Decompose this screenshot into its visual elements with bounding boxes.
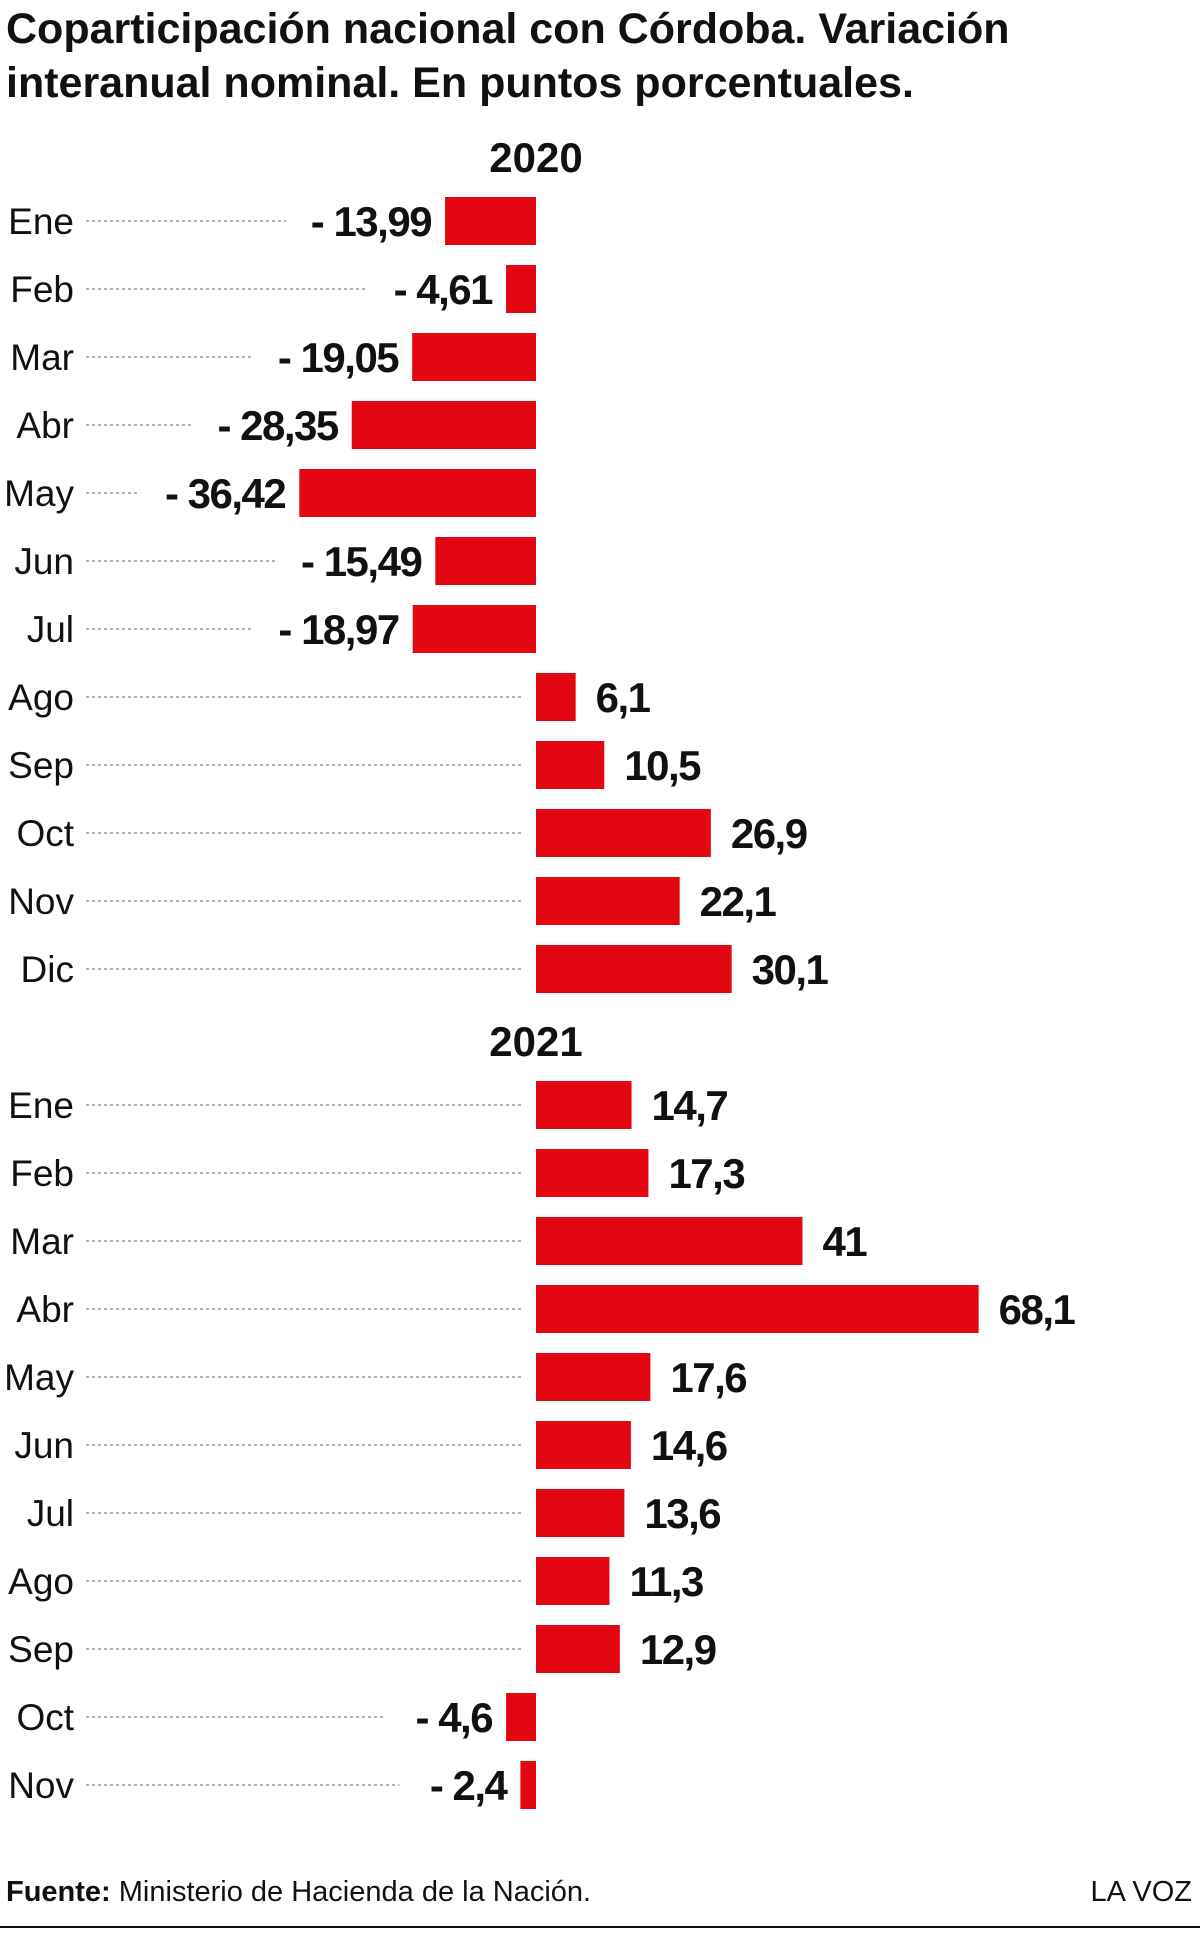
value-label-2020-may: - 36,42 [165,470,285,517]
bar-2021-may [536,1353,651,1401]
bar-2021-feb [536,1149,649,1197]
bar-2020-jun [435,537,536,585]
value-label-2020-jun: - 15,49 [301,538,421,585]
bar-2020-ago [536,673,576,721]
month-label-2021-feb: Feb [10,1153,74,1194]
bar-2020-abr [351,401,536,449]
month-label-2021-nov: Nov [8,1765,74,1806]
source-note: Fuente: Ministerio de Hacienda de la Nac… [6,1876,1194,1909]
month-label-2020-nov: Nov [8,881,74,922]
bar-2020-oct [536,809,711,857]
bar-2021-oct [506,1693,536,1741]
value-label-2021-may: 17,6 [670,1354,746,1401]
source-label: Fuente: [6,1876,111,1908]
month-label-2021-sep: Sep [8,1629,74,1670]
value-label-2021-jun: 14,6 [651,1422,727,1469]
month-label-2020-jun: Jun [14,541,74,582]
value-label-2021-ago: 11,3 [629,1558,703,1605]
value-label-2021-feb: 17,3 [668,1150,744,1197]
value-label-2020-dic: 30,1 [752,946,829,993]
value-label-2020-nov: 22,1 [700,878,777,925]
value-label-2021-mar: 41 [823,1218,868,1265]
value-label-2021-ene: 14,7 [652,1082,728,1129]
value-label-2021-abr: 68,1 [999,1286,1076,1333]
value-label-2021-oct: - 4,6 [416,1694,493,1741]
month-label-2021-oct: Oct [16,1697,74,1738]
bar-2021-jul [536,1489,625,1537]
month-label-2021-jul: Jul [27,1493,74,1534]
value-label-2021-nov: - 2,4 [430,1762,509,1809]
bar-2021-mar [536,1217,803,1265]
month-label-2021-ene: Ene [8,1085,74,1126]
value-label-2020-feb: - 4,61 [394,266,494,313]
month-label-2020-ene: Ene [8,201,74,242]
month-label-2020-sep: Sep [8,745,74,786]
month-label-2020-abr: Abr [16,405,74,446]
brand-logo: LA VOZ [1090,1876,1192,1908]
bar-2021-ago [536,1557,610,1605]
month-label-2020-dic: Dic [21,949,74,990]
month-label-2020-feb: Feb [10,269,74,310]
bar-2020-ene [445,197,536,245]
month-label-2021-jun: Jun [14,1425,74,1466]
bar-2020-nov [536,877,680,925]
month-label-2021-abr: Abr [16,1289,74,1330]
value-label-2020-oct: 26,9 [731,810,807,857]
value-label-2021-sep: 12,9 [640,1626,716,1673]
bar-2020-feb [506,265,536,313]
value-label-2020-ene: - 13,99 [311,198,431,245]
month-label-2020-jul: Jul [27,609,74,650]
month-label-2020-ago: Ago [8,677,74,718]
value-label-2020-abr: - 28,35 [217,402,338,449]
bar-2021-nov [520,1761,536,1809]
bar-2020-may [299,469,536,517]
bar-2020-mar [412,333,536,381]
bar-2021-sep [536,1625,620,1673]
month-label-2020-mar: Mar [10,337,74,378]
month-label-2021-mar: Mar [10,1221,74,1262]
bar-2021-abr [536,1285,979,1333]
year-label-2020: 2020 [489,134,582,181]
value-label-2020-ago: 6,1 [596,674,651,721]
chart-title: Coparticipación nacional con Córdoba. Va… [6,5,1010,107]
bar-2020-sep [536,741,605,789]
value-label-2021-jul: 13,6 [644,1490,720,1537]
bar-2021-ene [536,1081,632,1129]
bar-2020-jul [412,605,536,653]
bar-chart: 2020 Ene - 13,99 Feb - 4,61 Mar - 19,05 Abr - 28… [4,134,1077,1809]
bar-2021-jun [536,1421,631,1469]
value-label-2020-sep: 10,5 [624,742,701,789]
value-label-2020-jul: - 18,97 [278,606,398,653]
source-text: Ministerio de Hacienda de la Nación. [110,1876,592,1908]
value-label-2020-mar: - 19,05 [278,334,399,381]
bar-2020-dic [536,945,732,993]
month-label-2020-may: May [4,473,74,514]
month-label-2021-ago: Ago [8,1561,74,1602]
month-label-2020-oct: Oct [16,813,74,854]
bottom-rule [0,1926,1200,1928]
month-label-2021-may: May [4,1357,74,1398]
year-label-2021: 2021 [489,1018,582,1065]
